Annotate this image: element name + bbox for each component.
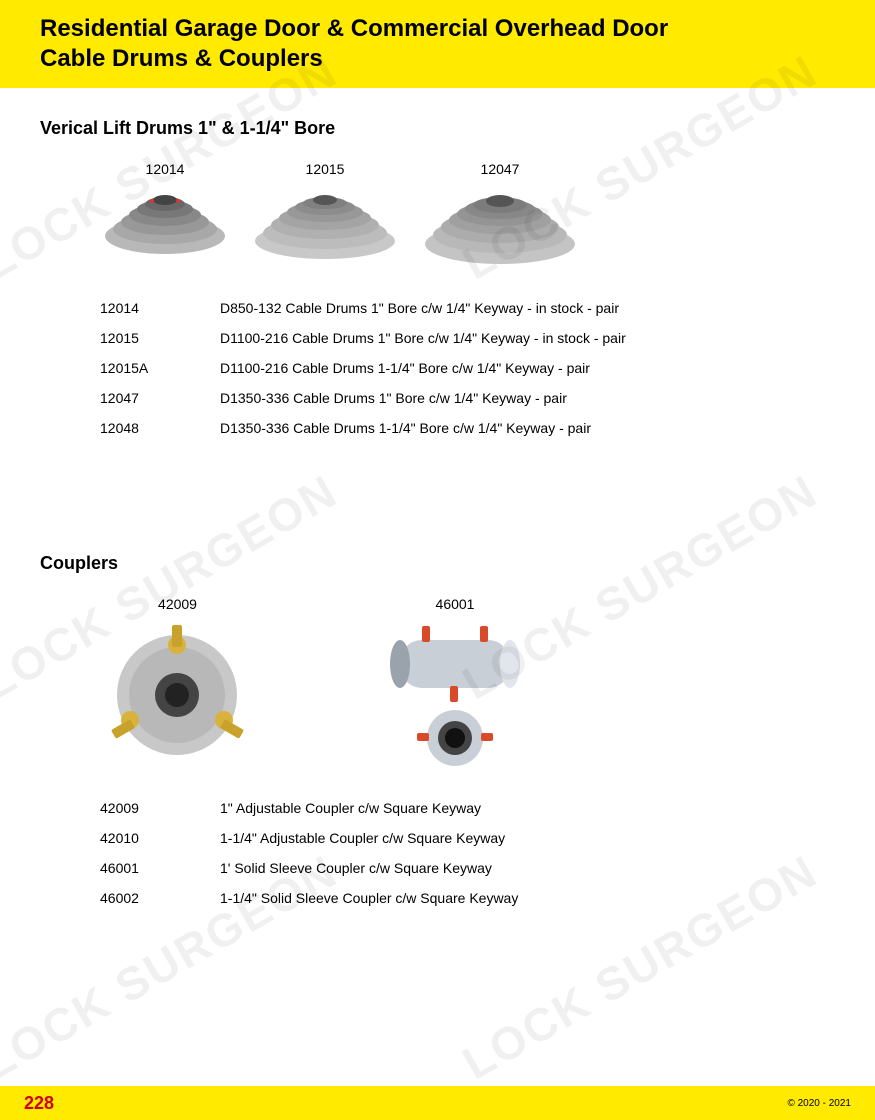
product-image-label: 12015	[250, 161, 400, 177]
spec-code: 12015A	[100, 360, 220, 376]
section-title: Couplers	[40, 553, 835, 574]
coupler-sleeve-icon	[375, 620, 535, 775]
page-number: 228	[24, 1093, 54, 1114]
product-image-row: 42009	[100, 596, 835, 775]
product-image-cell: 12047	[420, 161, 580, 271]
spec-desc: D1350-336 Cable Drums 1-1/4" Bore c/w 1/…	[220, 420, 591, 436]
coupler-icon	[100, 620, 255, 770]
header-band: Residential Garage Door & Commercial Ove…	[0, 0, 875, 88]
table-row: 46001 1' Solid Sleeve Coupler c/w Square…	[100, 853, 835, 883]
title-line-2: Cable Drums & Couplers	[40, 45, 323, 72]
spec-code: 46001	[100, 860, 220, 876]
table-row: 42010 1-1/4" Adjustable Coupler c/w Squa…	[100, 823, 835, 853]
spec-code: 42009	[100, 800, 220, 816]
spec-code: 12048	[100, 420, 220, 436]
spec-desc: 1-1/4" Adjustable Coupler c/w Square Key…	[220, 830, 505, 846]
spec-code: 42010	[100, 830, 220, 846]
spec-desc: D1100-216 Cable Drums 1" Bore c/w 1/4" K…	[220, 330, 626, 346]
product-image-label: 42009	[100, 596, 255, 612]
title-line-1: Residential Garage Door & Commercial Ove…	[40, 15, 668, 42]
page-title: Residential Garage Door & Commercial Ove…	[40, 14, 835, 74]
spec-code: 12047	[100, 390, 220, 406]
spec-desc: 1-1/4" Solid Sleeve Coupler c/w Square K…	[220, 890, 518, 906]
section-title: Verical Lift Drums 1" & 1-1/4" Bore	[40, 118, 835, 139]
spec-desc: D1100-216 Cable Drums 1-1/4" Bore c/w 1/…	[220, 360, 590, 376]
product-image-cell: 12014	[100, 161, 230, 271]
spec-desc: D1350-336 Cable Drums 1" Bore c/w 1/4" K…	[220, 390, 567, 406]
product-image-cell: 12015	[250, 161, 400, 271]
product-image-cell: 46001	[375, 596, 535, 775]
spec-code: 12015	[100, 330, 220, 346]
table-row: 42009 1" Adjustable Coupler c/w Square K…	[100, 793, 835, 823]
spec-table: 12014 D850-132 Cable Drums 1" Bore c/w 1…	[100, 293, 835, 443]
table-row: 12048 D1350-336 Cable Drums 1-1/4" Bore …	[100, 413, 835, 443]
table-row: 12014 D850-132 Cable Drums 1" Bore c/w 1…	[100, 293, 835, 323]
drum-icon	[100, 181, 230, 261]
content-area: Verical Lift Drums 1" & 1-1/4" Bore 1201…	[0, 88, 875, 913]
drum-icon	[420, 181, 580, 271]
table-row: 46002 1-1/4" Solid Sleeve Coupler c/w Sq…	[100, 883, 835, 913]
section-couplers: Couplers 42009	[40, 553, 835, 913]
copyright: © 2020 - 2021	[787, 1098, 851, 1109]
product-image-row: 12014 12015	[100, 161, 835, 271]
product-image-label: 12014	[100, 161, 230, 177]
spec-desc: D850-132 Cable Drums 1" Bore c/w 1/4" Ke…	[220, 300, 619, 316]
product-image-label: 12047	[420, 161, 580, 177]
spec-desc: 1" Adjustable Coupler c/w Square Keyway	[220, 800, 481, 816]
product-image-label: 46001	[375, 596, 535, 612]
footer-band: 228 © 2020 - 2021	[0, 1086, 875, 1120]
drum-icon	[250, 181, 400, 266]
spec-code: 12014	[100, 300, 220, 316]
table-row: 12047 D1350-336 Cable Drums 1" Bore c/w …	[100, 383, 835, 413]
table-row: 12015A D1100-216 Cable Drums 1-1/4" Bore…	[100, 353, 835, 383]
spec-desc: 1' Solid Sleeve Coupler c/w Square Keywa…	[220, 860, 492, 876]
section-vertical-lift-drums: Verical Lift Drums 1" & 1-1/4" Bore 1201…	[40, 118, 835, 443]
spec-code: 46002	[100, 890, 220, 906]
spec-table: 42009 1" Adjustable Coupler c/w Square K…	[100, 793, 835, 913]
table-row: 12015 D1100-216 Cable Drums 1" Bore c/w …	[100, 323, 835, 353]
product-image-cell: 42009	[100, 596, 255, 775]
